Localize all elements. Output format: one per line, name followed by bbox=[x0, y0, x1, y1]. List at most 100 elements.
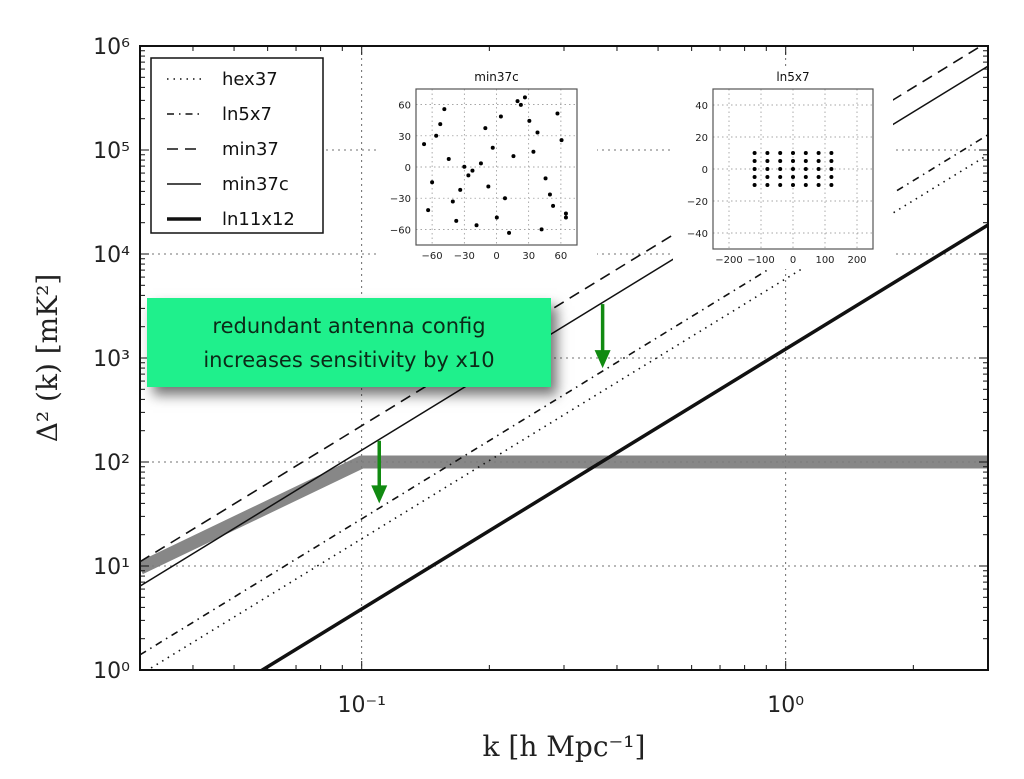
y-tick-label: 10¹ bbox=[93, 555, 130, 580]
antenna-point bbox=[765, 183, 770, 187]
antenna-point bbox=[515, 99, 520, 104]
antenna-point bbox=[816, 167, 821, 171]
annotation-line-2: increases sensitivity by x10 bbox=[203, 347, 495, 372]
inset-x-tick-label: −100 bbox=[747, 255, 774, 266]
legend-label-min37c: min37c bbox=[222, 174, 289, 195]
x-tick-label: 10⁰ bbox=[767, 693, 804, 718]
antenna-point bbox=[478, 161, 483, 166]
antenna-point bbox=[442, 107, 447, 112]
y-tick-label: 10⁴ bbox=[93, 243, 130, 268]
antenna-point bbox=[446, 156, 451, 161]
annotation-line-1: redundant antenna config bbox=[212, 313, 486, 338]
inset-x-tick-label: −30 bbox=[454, 251, 475, 262]
legend: hex37 ln5x7 min37 min37c ln11x12 bbox=[150, 57, 324, 234]
antenna-point bbox=[752, 175, 757, 179]
inset-y-tick-label: −20 bbox=[687, 197, 708, 208]
inset-background bbox=[376, 67, 597, 265]
antenna-point bbox=[791, 151, 795, 155]
arrow-head-icon bbox=[594, 350, 611, 369]
antenna-point bbox=[486, 184, 491, 189]
antenna-point bbox=[458, 187, 463, 192]
antenna-point bbox=[778, 175, 783, 179]
y-tick-label: 10² bbox=[93, 451, 130, 476]
antenna-point bbox=[829, 151, 834, 155]
antenna-point bbox=[752, 159, 757, 163]
legend-label-ln5x7: ln5x7 bbox=[222, 104, 272, 125]
y-tick-label: 10⁵ bbox=[93, 139, 130, 164]
antenna-point bbox=[829, 183, 834, 187]
antenna-point bbox=[466, 173, 471, 178]
inset-y-tick-label: 0 bbox=[702, 165, 708, 176]
antenna-point bbox=[430, 180, 435, 185]
inset-y-tick-label: 40 bbox=[695, 101, 708, 112]
antenna-point bbox=[539, 227, 544, 232]
signal-band bbox=[140, 455, 988, 575]
inset-y-tick-label: 60 bbox=[398, 101, 411, 112]
antenna-point bbox=[791, 159, 795, 163]
y-axis-label: Δ² (k) [mK²] bbox=[31, 274, 64, 443]
antenna-point bbox=[752, 183, 757, 187]
antenna-point bbox=[765, 167, 770, 171]
inset-x-tick-label: −200 bbox=[715, 255, 742, 266]
antenna-point bbox=[816, 183, 821, 187]
antenna-point bbox=[778, 151, 783, 155]
antenna-point bbox=[791, 167, 795, 171]
x-axis-label: k [h Mpc⁻¹] bbox=[483, 730, 646, 763]
antenna-point bbox=[547, 192, 552, 197]
antenna-point bbox=[765, 159, 770, 163]
legend-label-ln11x12: ln11x12 bbox=[222, 209, 295, 230]
antenna-point bbox=[752, 151, 757, 155]
antenna-point bbox=[531, 149, 536, 154]
antenna-point bbox=[450, 199, 455, 204]
inset-y-tick-label: −60 bbox=[390, 225, 411, 236]
inset-x-tick-label: −60 bbox=[422, 251, 443, 262]
antenna-point bbox=[511, 154, 516, 159]
antenna-point bbox=[778, 167, 783, 171]
antenna-point bbox=[803, 175, 808, 179]
antenna-point bbox=[502, 196, 507, 201]
legend-label-hex37: hex37 bbox=[222, 69, 278, 90]
legend-box bbox=[150, 57, 324, 234]
axes: 10⁻¹ 10⁰ 10⁰ 10¹ 10² 10³ 10⁴ 10⁵ 10⁶ bbox=[93, 35, 989, 718]
antenna-point bbox=[483, 126, 488, 131]
antenna-point bbox=[791, 175, 795, 179]
antenna-point bbox=[765, 175, 770, 179]
series-line-ln11x12 bbox=[258, 223, 988, 670]
inset-y-tick-label: −40 bbox=[687, 229, 708, 240]
inset-x-tick-label: 60 bbox=[555, 251, 568, 262]
antenna-point bbox=[462, 164, 467, 169]
antenna-point bbox=[527, 118, 532, 123]
antenna-point bbox=[778, 159, 783, 163]
y-tick-label: 10⁰ bbox=[93, 659, 130, 684]
inset-x-tick-label: 100 bbox=[815, 255, 834, 266]
inset-frame bbox=[712, 88, 874, 250]
inset-y-tick-label: −30 bbox=[390, 194, 411, 205]
antenna-point bbox=[535, 130, 540, 135]
antenna-point bbox=[778, 183, 783, 187]
antenna-point bbox=[559, 138, 564, 143]
antenna-point bbox=[803, 167, 808, 171]
antenna-point bbox=[518, 102, 523, 107]
inset-background bbox=[673, 67, 893, 269]
antenna-point bbox=[563, 215, 568, 220]
antenna-point bbox=[829, 159, 834, 163]
antenna-point bbox=[816, 151, 821, 155]
antenna-point bbox=[507, 230, 512, 235]
antenna-point bbox=[454, 218, 459, 223]
antenna-point bbox=[426, 208, 431, 213]
inset-x-tick-label: 0 bbox=[790, 255, 796, 266]
inset-title: ln5x7 bbox=[776, 70, 809, 84]
antenna-point bbox=[765, 151, 770, 155]
antenna-point bbox=[522, 95, 527, 100]
antenna-point bbox=[470, 168, 475, 173]
inset-x-tick-label: 200 bbox=[847, 255, 866, 266]
inset-x-tick-label: 0 bbox=[493, 251, 499, 262]
antenna-point bbox=[816, 159, 821, 163]
antenna-point bbox=[551, 203, 556, 208]
antenna-point bbox=[791, 183, 795, 187]
antenna-point bbox=[555, 111, 560, 116]
antenna-point bbox=[490, 145, 495, 150]
annotation-arrows bbox=[371, 304, 611, 504]
annotation-callout: redundant antenna config increases sensi… bbox=[147, 298, 551, 387]
